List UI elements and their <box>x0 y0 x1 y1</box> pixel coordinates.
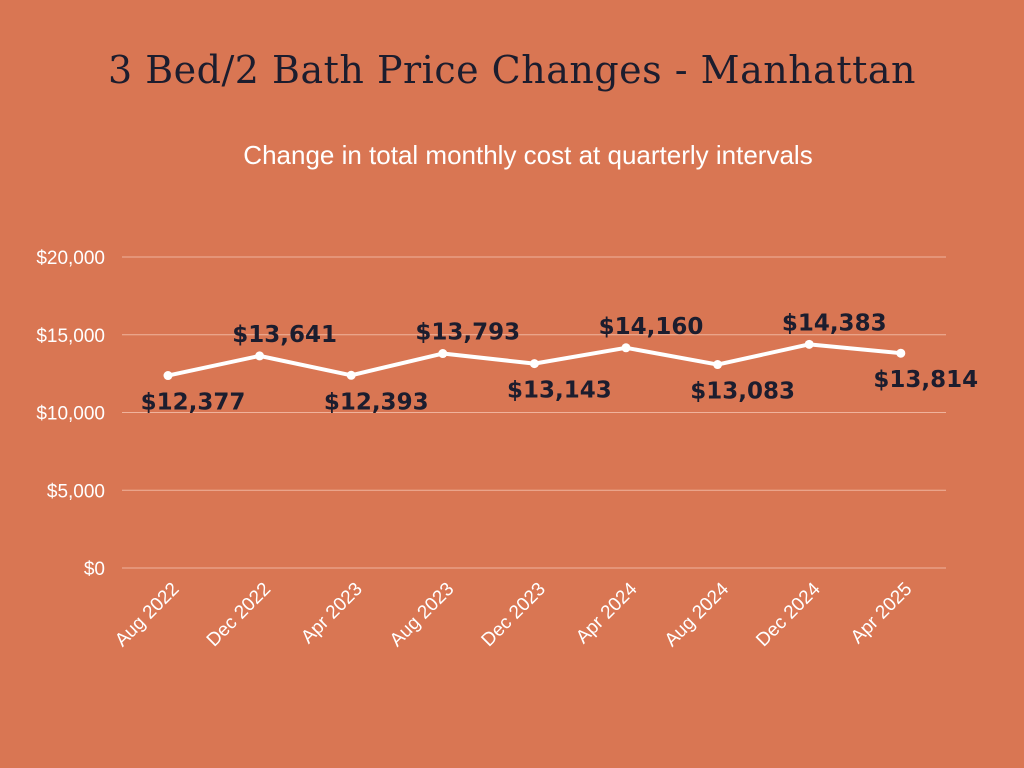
data-point <box>621 343 631 353</box>
data-label: $12,377 <box>141 390 246 416</box>
data-point <box>896 348 906 358</box>
data-point <box>163 371 173 381</box>
data-label: $13,143 <box>507 378 612 404</box>
x-tick-label: Apr 2023 <box>297 579 366 648</box>
data-points <box>163 339 906 381</box>
data-label: $13,641 <box>232 322 337 348</box>
chart-title: 3 Bed/2 Bath Price Changes - Manhattan <box>107 48 917 92</box>
x-tick-label: Dec 2024 <box>752 578 825 651</box>
x-tick-label: Apr 2025 <box>847 579 916 648</box>
data-labels: $12,377 $13,641 $12,393 $13,793 $13,143 $14,1… <box>141 310 979 415</box>
x-tick-label: Dec 2022 <box>203 579 275 651</box>
x-tick-label: Dec 2023 <box>478 579 550 651</box>
data-label: $13,793 <box>415 320 520 346</box>
data-label: $13,814 <box>873 367 978 393</box>
gridlines <box>122 256 946 569</box>
x-tick-label: Aug 2023 <box>386 579 458 651</box>
data-point <box>713 360 723 370</box>
data-point <box>529 359 539 369</box>
y-tick-label: $20,000 <box>36 248 105 269</box>
data-point <box>438 349 448 359</box>
data-point <box>255 351 265 361</box>
data-label: $14,383 <box>782 310 887 336</box>
y-tick-label: $10,000 <box>36 404 105 425</box>
data-label: $13,083 <box>690 379 795 405</box>
y-tick-label: $0 <box>84 559 105 580</box>
x-tick-label: Apr 2024 <box>572 578 642 648</box>
y-axis-ticks: $0 $5,000 $10,000 $15,000 $20,000 <box>36 248 105 580</box>
chart-subtitle: Change in total monthly cost at quarterl… <box>243 140 813 170</box>
data-point <box>346 370 356 380</box>
data-label: $14,160 <box>599 314 704 340</box>
x-axis-ticks: Aug 2022 Dec 2022 Apr 2023 Aug 2023 Dec 2023… <box>111 578 916 651</box>
y-tick-label: $15,000 <box>36 326 105 347</box>
y-tick-label: $5,000 <box>47 481 105 502</box>
x-tick-label: Aug 2024 <box>661 578 734 651</box>
data-point <box>804 339 814 349</box>
data-label: $12,393 <box>324 389 429 415</box>
x-tick-label: Aug 2022 <box>111 579 183 651</box>
